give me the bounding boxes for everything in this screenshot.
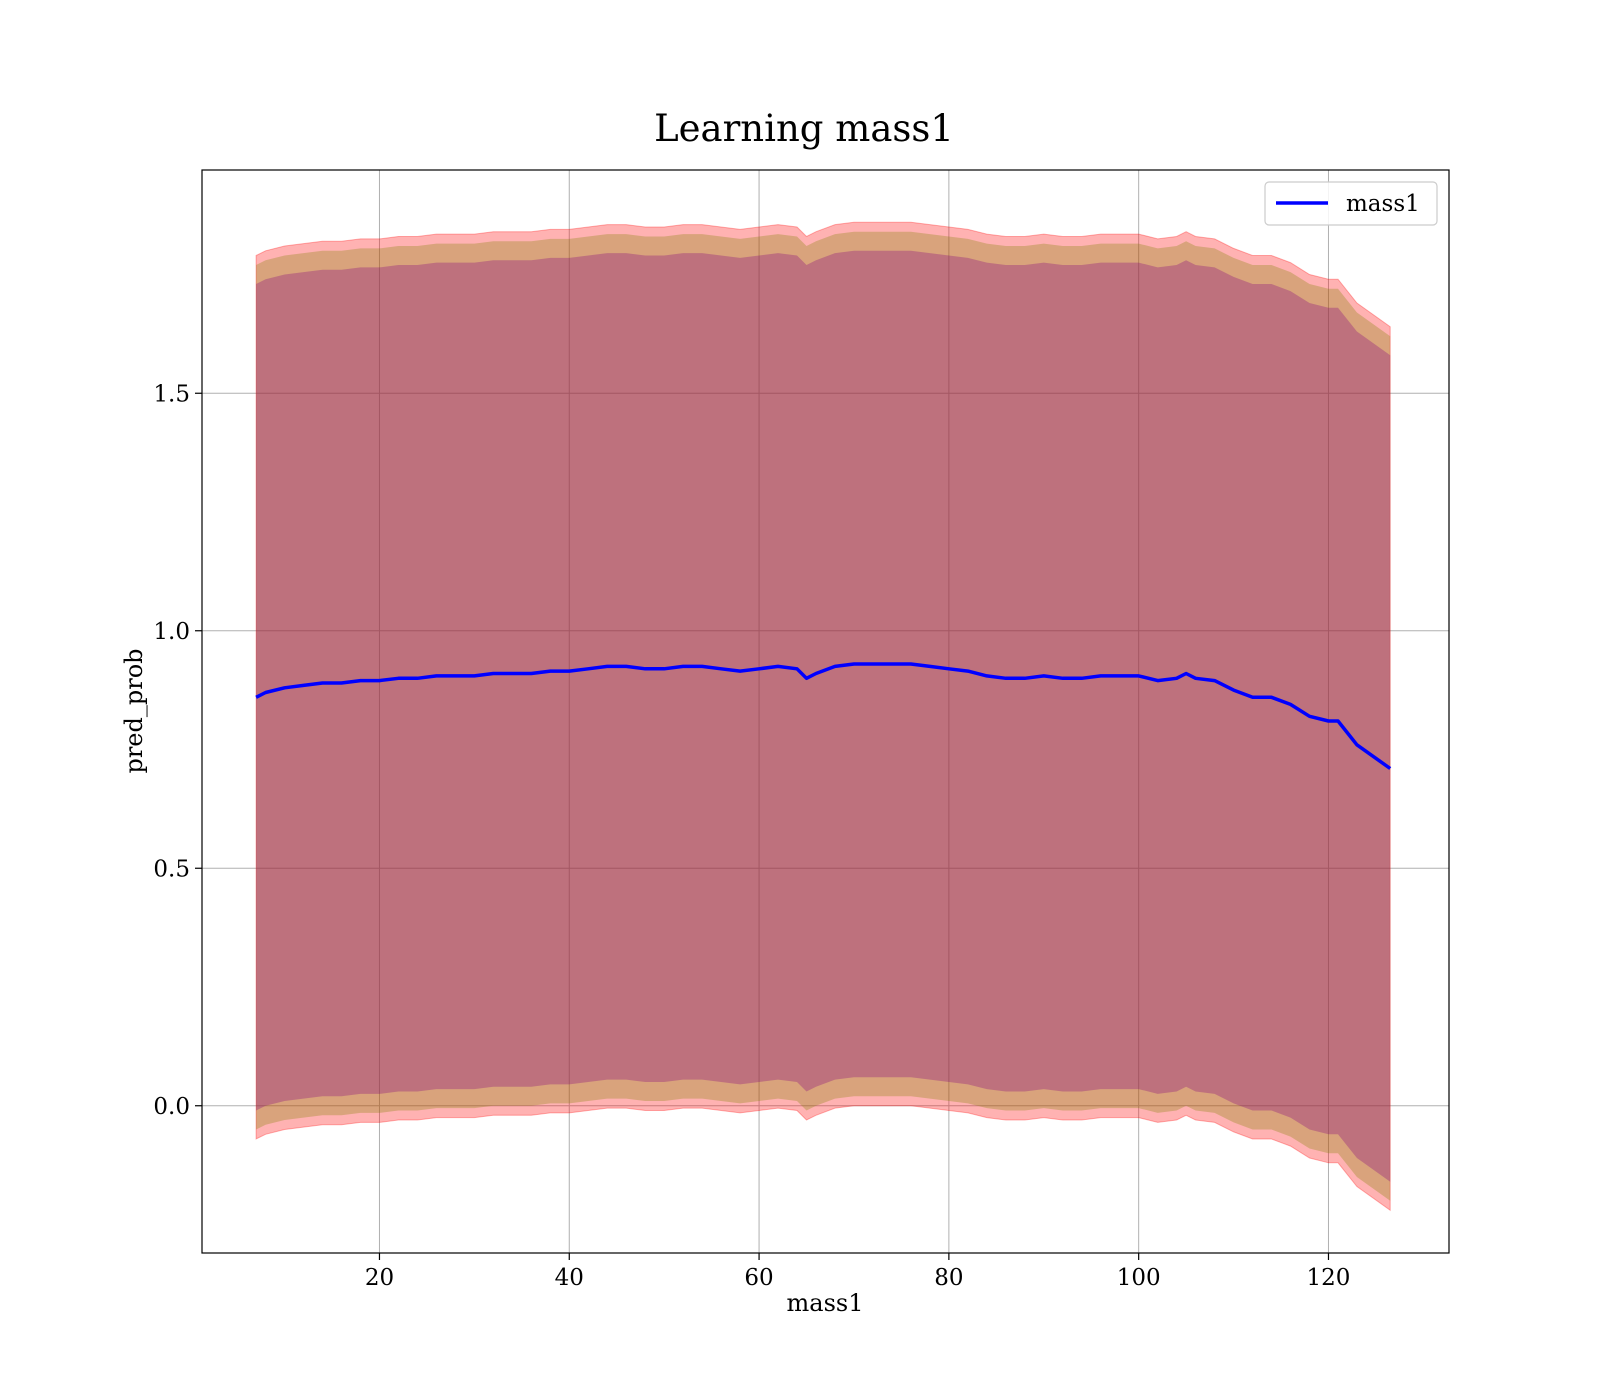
plot-frame bbox=[201, 169, 1450, 1254]
x-tick-label-2: 60 bbox=[744, 1265, 773, 1291]
y-tick-label-1: 0.5 bbox=[153, 856, 190, 882]
legend-label-mass1: mass1 bbox=[1346, 191, 1420, 217]
legend: mass1 bbox=[1264, 181, 1438, 226]
axis-ticks: 20 40 60 80 100 120 0.0 0.5 1.0 1.5 bbox=[153, 381, 1350, 1291]
x-tick-label-1: 40 bbox=[555, 1265, 584, 1291]
y-tick-label-2: 1.0 bbox=[153, 619, 190, 645]
grid-lines bbox=[202, 170, 1449, 1253]
y-tick-label-0: 0.0 bbox=[153, 1094, 190, 1120]
legend-box bbox=[1264, 181, 1438, 226]
plot-background bbox=[202, 170, 1449, 1253]
confidence-bands bbox=[255, 221, 1391, 1212]
x-axis-label: mass1 bbox=[787, 1289, 864, 1317]
band-outer bbox=[255, 221, 1391, 1212]
data-series bbox=[255, 662, 1392, 770]
x-tick-label-4: 100 bbox=[1117, 1265, 1161, 1291]
band-mid bbox=[256, 231, 1391, 1201]
band-inner bbox=[256, 250, 1391, 1182]
y-tick-label-3: 1.5 bbox=[153, 381, 190, 407]
chart-title: Learning mass1 bbox=[654, 107, 954, 150]
x-tick-label-0: 20 bbox=[365, 1265, 394, 1291]
x-tick-label-5: 120 bbox=[1307, 1265, 1351, 1291]
series-line-mass1 bbox=[255, 662, 1392, 770]
x-tick-label-3: 80 bbox=[934, 1265, 963, 1291]
y-axis-label: pred_prob bbox=[120, 648, 148, 773]
